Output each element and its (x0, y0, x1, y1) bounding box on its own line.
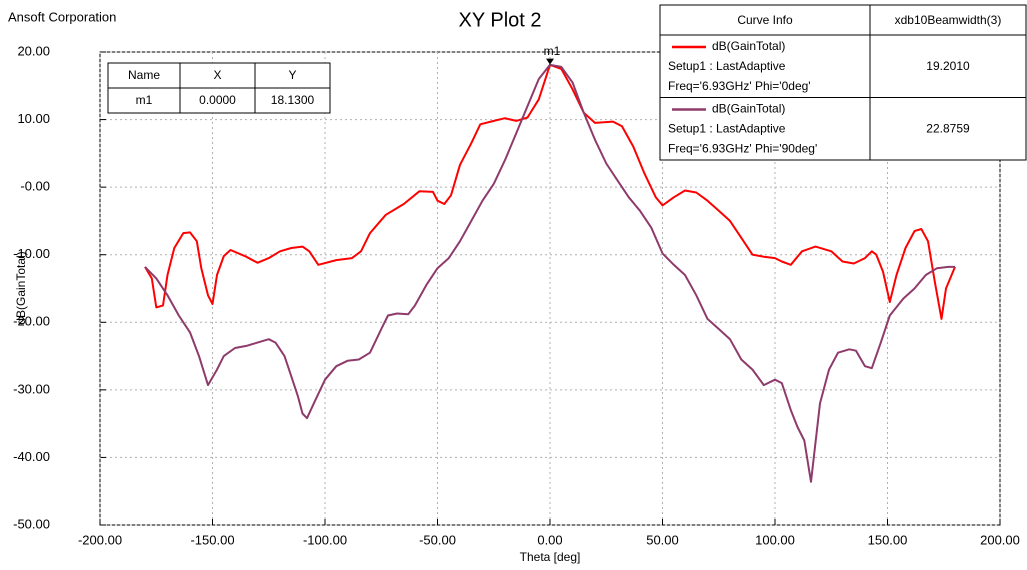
curve-info-header: xdb10Beamwidth(3) (895, 13, 1002, 27)
y-tick-label: -0.00 (20, 179, 50, 194)
table-cell (179, 87, 256, 114)
table-cell (869, 34, 1027, 98)
table-cell (254, 62, 331, 89)
x-tick-label: -150.00 (190, 532, 234, 547)
lines (144, 58, 956, 483)
y-tick-label: -40.00 (13, 449, 50, 464)
curve-info-header: Curve Info (737, 13, 793, 27)
marker-label: m1 (544, 44, 561, 58)
series-line (144, 63, 955, 483)
x-tick-label: 200.00 (980, 532, 1020, 547)
table-cell (659, 34, 871, 98)
x-tick-label: 100.00 (755, 532, 795, 547)
x-tick-label: 50.00 (646, 532, 679, 547)
x-axis-label: Theta [deg] (520, 550, 581, 564)
legend-setup: Setup1 : LastAdaptive (668, 122, 786, 136)
table-cell (254, 87, 331, 114)
table-cell (107, 87, 181, 114)
marker (546, 58, 554, 65)
marker-header: X (213, 68, 221, 82)
tables: Name X Ym1 0.0000 18.1300 Curve Info xdb10Beam… (107, 4, 1027, 161)
y-axis-label: dB(GainTotal) (14, 251, 28, 324)
y-tick-label: 10.00 (17, 111, 50, 126)
chart-title: XY Plot 2 (458, 9, 541, 31)
beamwidth-value: 19.2010 (926, 59, 970, 73)
legend-variation: Freq='6.93GHz' Phi='90deg' (668, 142, 817, 156)
marker-cell: 0.0000 (199, 93, 236, 107)
legend-setup: Setup1 : LastAdaptive (668, 59, 786, 73)
table-cell (869, 97, 1027, 161)
legend-variation: Freq='6.93GHz' Phi='0deg' (668, 79, 811, 93)
y-tick-label: -50.00 (13, 516, 50, 531)
y-tick-label: -30.00 (13, 381, 50, 396)
y-tick-label: -10.00 (13, 246, 50, 261)
y-tick-label: -20.00 (13, 314, 50, 329)
beamwidth-value: 22.8759 (926, 122, 970, 136)
table-cell (869, 4, 1027, 36)
x-tick-label: 150.00 (868, 532, 908, 547)
x-tick-label: -200.00 (78, 532, 122, 547)
marker-header: Name (128, 68, 160, 82)
grid (99, 51, 1001, 526)
legend-label: dB(GainTotal) (712, 102, 785, 116)
x-tick-label: -100.00 (303, 532, 347, 547)
series-line (144, 63, 956, 320)
x-tick-label: -50.00 (419, 532, 456, 547)
marker-cell: 18.1300 (271, 93, 315, 107)
company: Ansoft Corporation (8, 9, 116, 24)
marker-cell: m1 (136, 93, 153, 107)
x-tick-label: 0.00 (537, 532, 562, 547)
table-cell (659, 97, 871, 161)
legend-label: dB(GainTotal) (712, 39, 785, 53)
table-cell (179, 62, 256, 89)
marker-header: Y (288, 68, 296, 82)
table-cell (107, 62, 181, 89)
y-tick-label: 20.00 (17, 43, 50, 58)
